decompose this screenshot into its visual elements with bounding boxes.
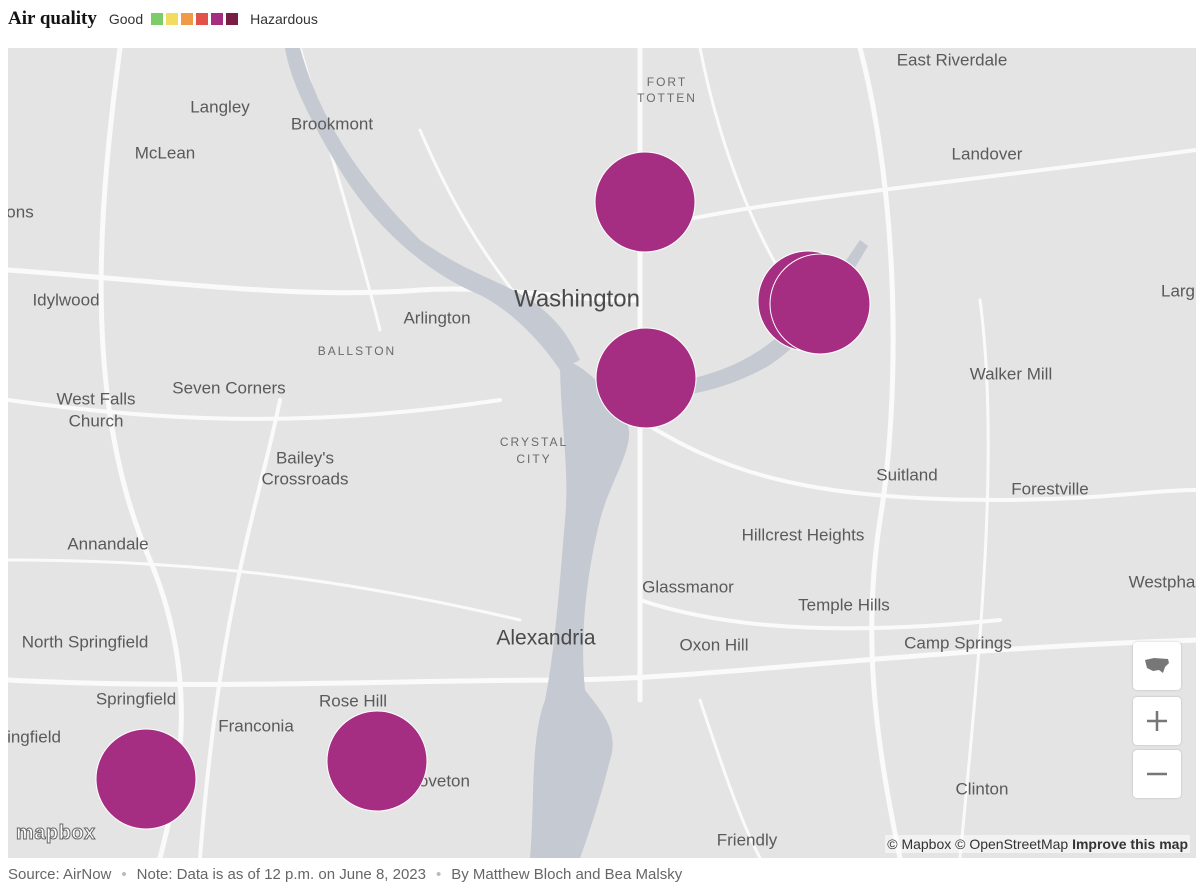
place-label: Seven Corners	[172, 378, 285, 397]
zoom-out-button[interactable]	[1133, 750, 1181, 798]
legend-swatch	[211, 13, 224, 25]
reset-view-button[interactable]	[1133, 642, 1181, 690]
place-label: East Riverdale	[897, 50, 1008, 69]
place-label: Glassmanor	[642, 577, 734, 596]
place-label: Westpha	[1129, 572, 1196, 591]
sensor-markers	[95, 151, 871, 830]
city-label: Alexandria	[496, 627, 596, 650]
neighborhood-label: FORT	[647, 75, 687, 89]
place-label: West Falls	[56, 389, 135, 408]
mapbox-logo[interactable]: mapbox	[16, 822, 96, 845]
legend-swatch	[166, 13, 179, 25]
place-label: Church	[69, 411, 124, 430]
sensor-marker[interactable]	[326, 710, 428, 812]
sensor-marker[interactable]	[594, 151, 696, 253]
place-label: Forestville	[1011, 479, 1088, 498]
city-label: Washington	[514, 285, 640, 312]
place-label: Rose Hill	[319, 691, 387, 710]
source: Source: AirNow	[8, 866, 112, 883]
place-label: Bailey's	[276, 448, 334, 467]
place-label: ingfield	[8, 727, 61, 746]
map[interactable]: Langley Brookmont McLean ons Idylwood Ar…	[8, 48, 1196, 858]
legend: Air quality Good Hazardous	[8, 6, 318, 32]
place-label: Franconia	[218, 716, 294, 735]
place-label: Temple Hills	[798, 595, 890, 614]
place-label: ons	[8, 202, 34, 221]
place-label: McLean	[135, 143, 195, 162]
place-label: Langley	[190, 97, 250, 116]
legend-swatch	[151, 13, 164, 25]
neighborhood-label: TOTTEN	[637, 91, 697, 105]
place-label: Suitland	[876, 465, 937, 484]
place-label: Oxon Hill	[680, 635, 749, 654]
sensor-marker[interactable]	[95, 728, 197, 830]
legend-low: Good	[108, 11, 144, 27]
us-icon	[1145, 658, 1169, 673]
zoom-in-button[interactable]	[1133, 697, 1181, 745]
place-label: Larg	[1161, 281, 1195, 300]
separator: •	[435, 866, 442, 883]
place-label: Brookmont	[291, 114, 373, 133]
map-title: Air quality	[8, 8, 97, 29]
place-label: Landover	[952, 144, 1023, 163]
place-label: Crossroads	[262, 469, 349, 488]
place-label: Arlington	[403, 308, 470, 327]
neighborhood-label: CRYSTAL	[500, 435, 568, 449]
byline: By Matthew Bloch and Bea Malsky	[451, 866, 683, 883]
note: Note: Data is as of 12 p.m. on June 8, 2…	[136, 866, 426, 883]
footer: Source: AirNow • Note: Data is as of 12 …	[8, 866, 682, 883]
place-label: Friendly	[717, 830, 778, 849]
sensor-marker[interactable]	[595, 327, 697, 429]
attribution-text[interactable]: © Mapbox © OpenStreetMap	[887, 836, 1069, 852]
sensor-marker[interactable]	[769, 253, 871, 355]
legend-swatch	[226, 13, 239, 25]
improve-link[interactable]: Improve this map	[1072, 836, 1188, 852]
legend-swatch	[196, 13, 209, 25]
legend-swatch	[181, 13, 194, 25]
place-label: Hillcrest Heights	[742, 525, 865, 544]
separator: •	[121, 866, 127, 883]
neighborhood-label: BALLSTON	[318, 344, 396, 358]
legend-high: Hazardous	[250, 11, 318, 27]
minus-icon	[1147, 772, 1167, 776]
place-label: North Springfield	[22, 632, 149, 651]
place-label: Annandale	[67, 534, 148, 553]
place-label: Camp Springs	[904, 633, 1012, 652]
plus-icon	[1147, 711, 1167, 731]
place-label: Clinton	[956, 779, 1009, 798]
place-label: Idylwood	[32, 290, 99, 309]
place-label: Springfield	[96, 689, 176, 708]
neighborhood-label: CITY	[516, 452, 551, 466]
attribution: © Mapbox © OpenStreetMap Improve this ma…	[885, 835, 1190, 853]
place-label: Walker Mill	[970, 364, 1052, 383]
